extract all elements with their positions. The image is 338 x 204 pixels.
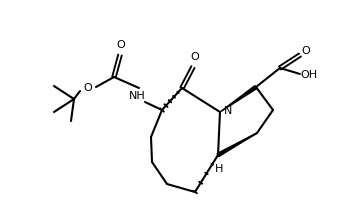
Text: O: O <box>301 46 310 56</box>
Polygon shape <box>217 133 257 156</box>
Text: H: H <box>215 164 223 174</box>
Text: O: O <box>117 40 125 50</box>
Text: OH: OH <box>300 70 318 80</box>
Text: N: N <box>224 106 232 116</box>
Text: O: O <box>191 52 199 62</box>
Text: O: O <box>83 83 92 93</box>
Polygon shape <box>220 85 257 112</box>
Text: NH: NH <box>129 91 145 101</box>
